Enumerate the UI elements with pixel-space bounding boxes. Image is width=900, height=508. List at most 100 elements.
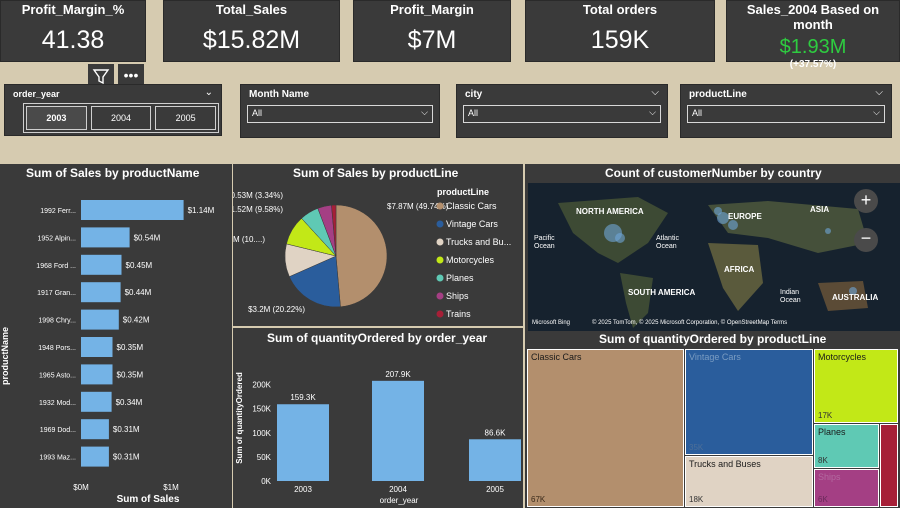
tile-label: Motorcycles [818, 352, 867, 362]
map-bubble[interactable] [728, 220, 738, 230]
map-label: Indian Ocean [780, 289, 801, 304]
data-label: $1.52M (9.58%) [233, 205, 283, 214]
bar [81, 364, 113, 385]
map-bubble[interactable] [717, 212, 729, 224]
qty-by-year-svg: 0K 50K 100K 150K 200K 159.3K 2003 207.9K 2004 86.… [235, 370, 521, 505]
map-bubble[interactable] [825, 228, 831, 234]
treemap-tile[interactable]: Motorcycles 17K [814, 349, 898, 423]
tile-value: 6K [818, 495, 828, 504]
x-tick: 2005 [486, 485, 504, 494]
bar [81, 282, 121, 303]
kpi-change: (+37.57%) [789, 59, 837, 70]
chart-title: Sum of Sales by productLine [293, 166, 459, 180]
bar [81, 337, 113, 357]
kpi-card-total-orders: Total orders 159K [525, 0, 715, 62]
data-label: $7.87M (49.74%) [387, 202, 449, 211]
chevron-up-icon[interactable]: ⌄ [204, 87, 213, 98]
y-tick: 1917 Gran... [37, 290, 76, 297]
kpi-card-total-sales: Total_Sales $15.82M [163, 0, 340, 62]
pie-slice [289, 255, 341, 308]
x-tick: 2004 [389, 485, 407, 494]
data-label: $0.31M [113, 425, 140, 434]
dropdown-value: All [252, 108, 263, 118]
pie-slice [331, 204, 337, 257]
kpi-value: 41.38 [41, 26, 105, 54]
tile-label: Vintage Cars [689, 352, 741, 362]
chart-title: Sum of quantityOrdered by order_year [267, 331, 488, 345]
chevron-icon[interactable]: ⌵ [875, 87, 883, 98]
data-label: $0.45M [126, 261, 153, 270]
legend-title: productLine [437, 187, 489, 197]
treemap-tile[interactable]: Classic Cars 67K [527, 349, 684, 507]
bar [469, 439, 521, 481]
minus-icon: − [860, 228, 872, 248]
city-dropdown[interactable]: All ⌵ [463, 105, 661, 123]
treemap-tile[interactable]: Planes 8K [814, 424, 879, 468]
treemap-tile[interactable]: Trucks and Buses 18K [685, 456, 813, 507]
kpi-card-profit-margin-pct: Profit_Margin_% 41.38 [0, 0, 146, 62]
y-axis-label: Sum of quantityOrdered [235, 372, 244, 464]
chevron-down-icon: ⌵ [649, 107, 656, 117]
legend-item: Planes [446, 273, 474, 283]
map-canvas[interactable]: NORTH AMERICA EUROPE ASIA Pacific Ocean … [528, 183, 900, 331]
y-tick: 1969 Dod... [40, 427, 76, 434]
map-label: Atlantic Ocean [656, 235, 679, 250]
more-icon: ••• [123, 67, 139, 83]
bar [81, 254, 122, 275]
legend-marker [436, 274, 444, 282]
zoom-in-button[interactable]: + [854, 189, 878, 213]
map-bubble[interactable] [849, 287, 857, 295]
legend-marker [436, 256, 444, 264]
map-bubble[interactable] [615, 233, 625, 243]
data-label: 159.3K [290, 393, 316, 402]
kpi-value: $15.82M [202, 26, 301, 54]
legend-marker [436, 202, 444, 210]
sales-by-product-svg: 1992 Ferr... $1.14M 1952 Alpin... $0.54M 196… [0, 200, 215, 505]
year-tile-2004[interactable]: 2004 [90, 106, 152, 130]
year-tile-2003[interactable]: 2003 [26, 106, 87, 130]
tile-label: Planes [818, 427, 846, 437]
kpi-title: Profit_Margin_% [21, 2, 125, 17]
map-bubble[interactable] [714, 207, 722, 215]
landmass-south-america [620, 273, 653, 328]
productline-dropdown[interactable]: All ⌵ [687, 105, 885, 123]
x-axis-label: Sum of Sales [117, 494, 180, 505]
map-label: EUROPE [728, 212, 762, 221]
chart-title: Sum of Sales by productName [26, 166, 200, 180]
treemap-tile[interactable]: Ships 6K [814, 469, 879, 507]
chart-title: Sum of quantityOrdered by productLine [599, 332, 827, 346]
legend-item: Trucks and Bu... [446, 237, 511, 247]
zoom-out-button[interactable]: − [854, 228, 878, 252]
chart-qty-by-year: Sum of quantityOrdered by order_year 0K 5… [233, 328, 523, 508]
data-label: $0.35M [117, 343, 144, 352]
kpi-title: Profit_Margin [390, 2, 474, 17]
slicer-order-year: order_year ⌄ 2003 2004 2005 [4, 84, 222, 136]
world-map [558, 197, 868, 328]
y-tick: 1968 Ford ... [36, 263, 76, 270]
slicer-productline: productLine ⌵ All ⌵ [680, 84, 892, 138]
chart-sales-by-productline: Sum of Sales by productLine $7.87M (49.7… [233, 164, 523, 326]
month-dropdown[interactable]: All ⌵ [247, 105, 433, 123]
y-tick: 0K [261, 477, 271, 486]
year-tiles: 2003 2004 2005 [23, 103, 219, 133]
legend-marker [436, 220, 444, 228]
bar [81, 227, 130, 248]
treemap-tile[interactable] [880, 424, 898, 507]
chart-sales-by-product: Sum of Sales by productName 1992 Ferr...… [0, 164, 232, 508]
x-tick: $0M [73, 483, 89, 492]
data-label: $0.34M [116, 398, 143, 407]
tile-value: 35K [689, 443, 704, 452]
kpi-value: $7M [407, 26, 457, 54]
y-tick: 50K [257, 453, 272, 462]
treemap: Classic Cars 67K Vintage Cars 35K Trucks and… [527, 349, 900, 507]
kpi-title: Total orders [582, 2, 658, 17]
treemap-tile[interactable]: Vintage Cars 35K [685, 349, 813, 455]
kpi-value: $1.93M [779, 36, 847, 58]
legend-item: Vintage Cars [446, 219, 498, 229]
slicer-label: productLine [689, 89, 747, 100]
year-tile-2005[interactable]: 2005 [155, 106, 217, 130]
kpi-card-sales-2004: Sales_2004 Based on month $1.93M (+37.57… [726, 0, 900, 70]
chevron-icon[interactable]: ⌵ [651, 87, 659, 98]
y-tick: 1948 Pors... [38, 345, 76, 352]
legend-marker [436, 310, 444, 318]
